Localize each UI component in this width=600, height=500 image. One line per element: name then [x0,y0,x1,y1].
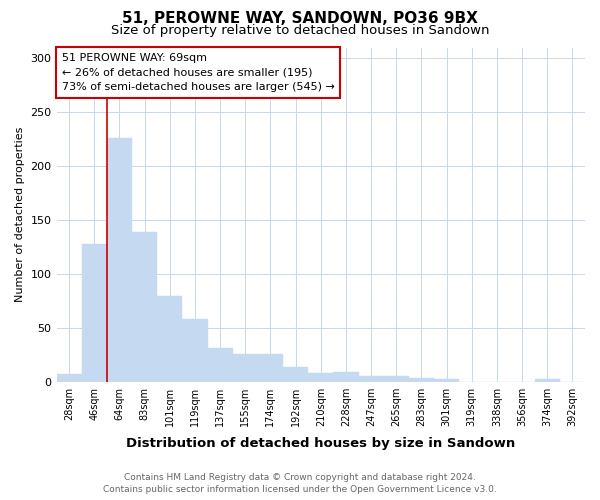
Y-axis label: Number of detached properties: Number of detached properties [15,127,25,302]
Bar [107,138,132,382]
Text: Size of property relative to detached houses in Sandown: Size of property relative to detached ho… [111,24,489,37]
Bar [182,319,208,382]
Bar [208,348,233,382]
Bar [359,376,383,382]
Bar [132,232,157,382]
Bar [56,374,82,382]
Text: 51, PEROWNE WAY, SANDOWN, PO36 9BX: 51, PEROWNE WAY, SANDOWN, PO36 9BX [122,11,478,26]
X-axis label: Distribution of detached houses by size in Sandown: Distribution of detached houses by size … [126,437,515,450]
Bar [383,376,409,382]
Bar [283,366,308,382]
Bar [308,373,334,382]
Bar [82,244,107,382]
Bar [434,380,459,382]
Text: 51 PEROWNE WAY: 69sqm
← 26% of detached houses are smaller (195)
73% of semi-det: 51 PEROWNE WAY: 69sqm ← 26% of detached … [62,52,335,92]
Bar [409,378,434,382]
Bar [334,372,359,382]
Bar [535,380,560,382]
Bar [258,354,283,382]
Bar [157,296,182,382]
Text: Contains HM Land Registry data © Crown copyright and database right 2024.
Contai: Contains HM Land Registry data © Crown c… [103,472,497,494]
Bar [233,354,258,382]
